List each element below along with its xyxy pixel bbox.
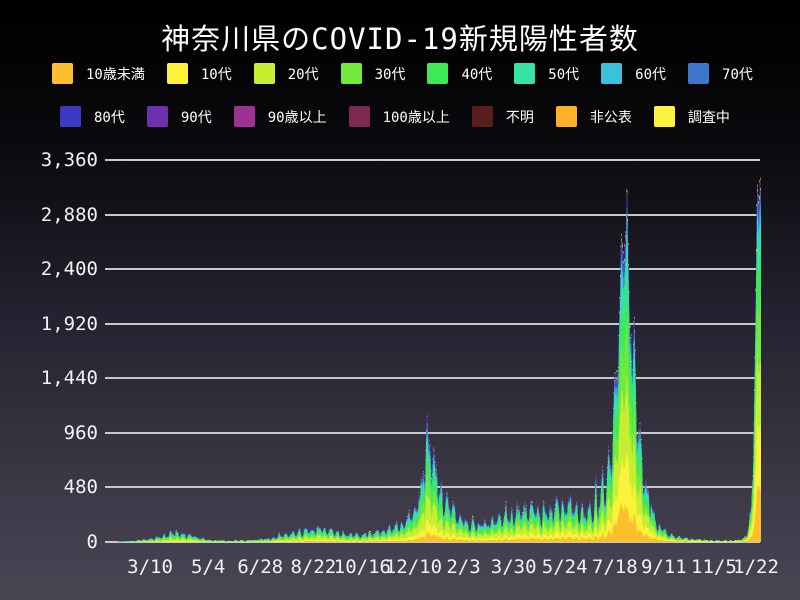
x-axis-tick-label: 3/10 (127, 556, 173, 578)
y-axis-tick-label: 480 (63, 476, 98, 498)
x-axis-tick-label: 10/16 (333, 556, 392, 578)
legend-swatch (653, 106, 675, 127)
chart-title: 神奈川県のCOVID-19新規陽性者数 (161, 22, 639, 56)
legend-item: 60代 (601, 63, 666, 84)
legend-swatch (233, 106, 255, 127)
legend-swatch (253, 63, 275, 84)
legend-item: 非公表 (555, 106, 632, 127)
area-band-2 (105, 348, 761, 542)
legend-item: 不明 (471, 106, 534, 127)
legend-label: 70代 (722, 66, 753, 83)
x-axis-tick-label: 6/28 (237, 556, 284, 578)
legend-swatch (146, 106, 168, 127)
legend-label: 80代 (94, 109, 125, 126)
legend-swatch (348, 106, 370, 127)
legend-item: 20代 (253, 63, 319, 84)
legend-label: 30代 (374, 66, 406, 83)
legend-item: 30代 (340, 63, 406, 84)
legend-row-1: 10歳未満 10代 20代 30代 40代 50代 60代 70代 (52, 63, 753, 84)
y-axis-tick-label: 2,880 (40, 204, 98, 226)
legend-label: 90代 (180, 109, 212, 126)
legend-item: 100歳以上 (348, 106, 450, 127)
legend-swatch (427, 63, 449, 84)
y-axis-tick-label: 3,360 (40, 149, 98, 171)
legend-item: 調査中 (653, 106, 730, 127)
x-axis-tick-label: 5/4 (190, 556, 226, 578)
legend-item: 90代 (146, 106, 212, 127)
legend-swatch (166, 63, 188, 84)
legend-swatch (601, 63, 623, 84)
y-axis-tick-label: 1,920 (40, 313, 98, 335)
legend-item: 10歳未満 (52, 63, 145, 84)
legend-swatch (514, 63, 536, 84)
x-axis-tick-label: 9/11 (640, 556, 687, 578)
x-axis-tick-label: 7/18 (591, 556, 638, 578)
legend-label: 非公表 (589, 109, 632, 126)
x-axis-tick-label: 11/5 (691, 556, 737, 578)
legend-label: 50代 (548, 66, 580, 83)
y-axis-tick-label: 960 (63, 422, 98, 444)
legend-label: 調査中 (687, 109, 730, 126)
legend-swatch (555, 106, 577, 127)
legend-row-2: 80代 90代 90歳以上 100歳以上 不明 非公表 調査中 (60, 106, 730, 127)
legend-label: 不明 (505, 109, 534, 126)
legend-item: 10代 (166, 63, 232, 84)
x-axis-tick-label: 1/22 (733, 556, 779, 578)
legend-label: 40代 (461, 66, 493, 83)
x-axis-tick-label: 12/10 (384, 556, 443, 578)
legend-label: 100歳以上 (382, 109, 450, 126)
legend-label: 60代 (635, 66, 667, 83)
legend-swatch (471, 106, 493, 127)
y-axis-tick-label: 2,400 (40, 258, 98, 280)
legend-item: 40代 (427, 63, 492, 84)
area-band-4 (105, 251, 761, 542)
x-axis-tick-label: 3/30 (490, 556, 537, 578)
legend-swatch (340, 63, 362, 84)
legend-label: 10歳未満 (86, 66, 145, 83)
legend-swatch (60, 106, 81, 127)
legend-label: 90歳以上 (267, 109, 327, 126)
legend-item: 70代 (688, 63, 753, 84)
x-axis-tick-label: 5/24 (541, 556, 588, 578)
area-band-3 (105, 295, 761, 542)
x-axis-tick-label: 8/22 (290, 556, 337, 578)
y-axis-tick-label: 0 (86, 531, 98, 553)
legend-label: 10代 (200, 66, 232, 83)
legend-item: 50代 (514, 63, 579, 84)
legend-swatch (688, 63, 710, 84)
x-axis-tick-label: 2/3 (446, 556, 481, 578)
legend-item: 80代 (60, 106, 125, 127)
legend-swatch (52, 63, 73, 84)
legend-item: 90歳以上 (233, 106, 327, 127)
legend-label: 20代 (287, 66, 319, 83)
y-axis-tick-label: 1,440 (40, 367, 98, 389)
